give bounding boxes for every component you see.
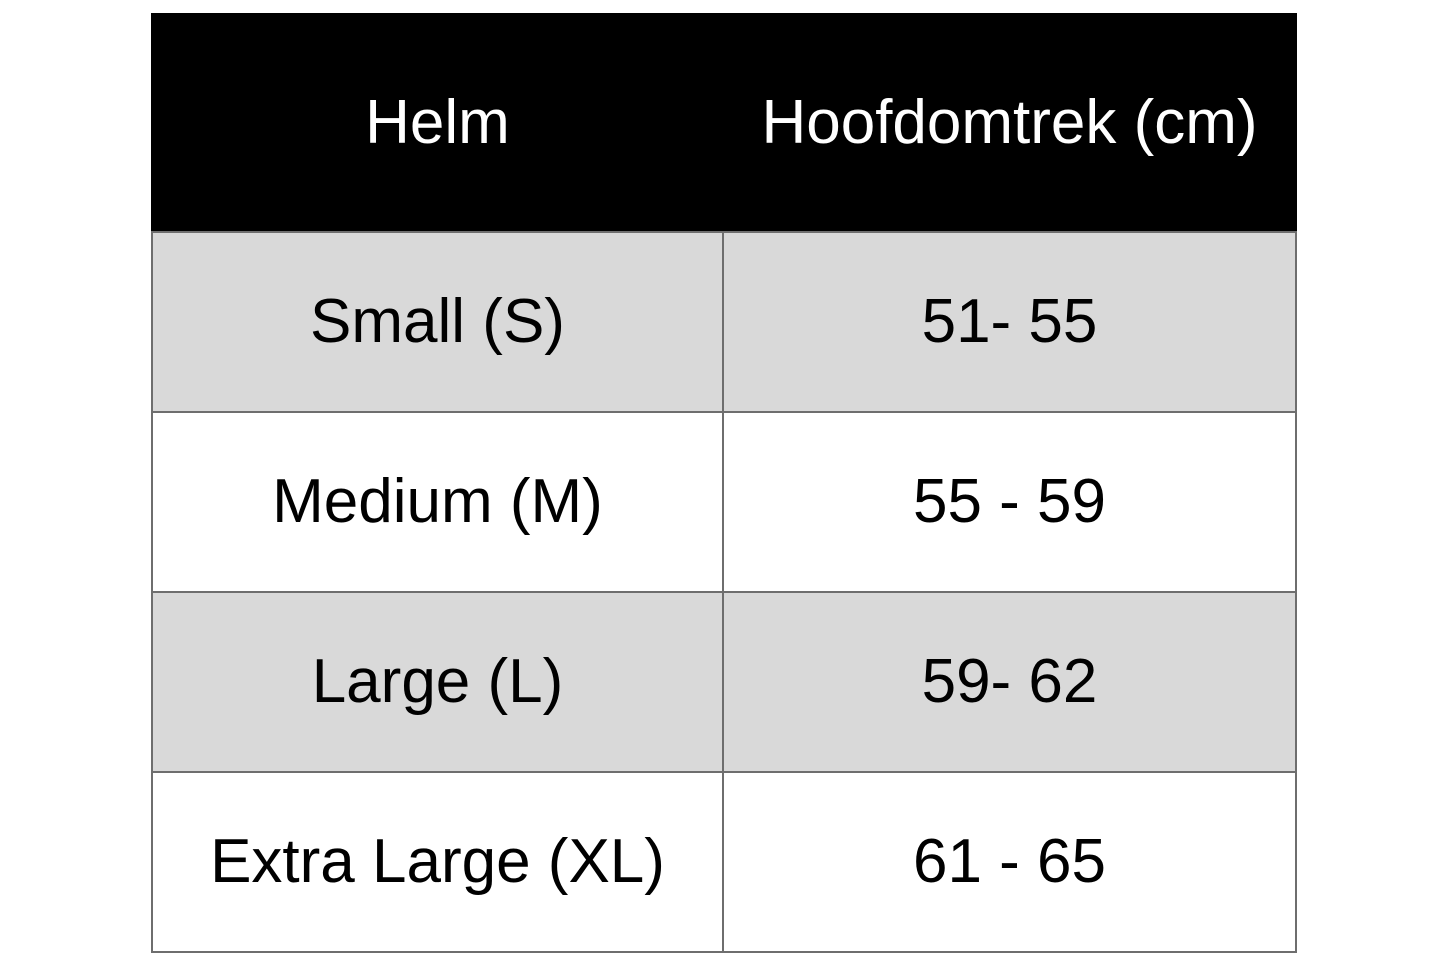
cell-helm-size: Large (L) — [151, 591, 724, 773]
table-header-row: Helm Hoofdomtrek (cm) — [151, 13, 1297, 233]
cell-helm-size: Extra Large (XL) — [151, 771, 724, 953]
cell-helm-size: Medium (M) — [151, 411, 724, 593]
table-row: Extra Large (XL) 61 - 65 — [151, 771, 1297, 953]
cell-head-circumference: 51- 55 — [722, 231, 1297, 413]
table-row: Medium (M) 55 - 59 — [151, 411, 1297, 593]
cell-head-circumference: 55 - 59 — [722, 411, 1297, 593]
helmet-size-table: Helm Hoofdomtrek (cm) Small (S) 51- 55 M… — [151, 13, 1297, 953]
column-header-helm: Helm — [151, 13, 724, 233]
cell-head-circumference: 59- 62 — [722, 591, 1297, 773]
table-body: Small (S) 51- 55 Medium (M) 55 - 59 Larg… — [151, 231, 1297, 953]
cell-helm-size: Small (S) — [151, 231, 724, 413]
table-row: Small (S) 51- 55 — [151, 231, 1297, 413]
column-header-hoofdomtrek: Hoofdomtrek (cm) — [722, 13, 1297, 233]
cell-head-circumference: 61 - 65 — [722, 771, 1297, 953]
table-row: Large (L) 59- 62 — [151, 591, 1297, 773]
table-header: Helm Hoofdomtrek (cm) — [151, 13, 1297, 233]
